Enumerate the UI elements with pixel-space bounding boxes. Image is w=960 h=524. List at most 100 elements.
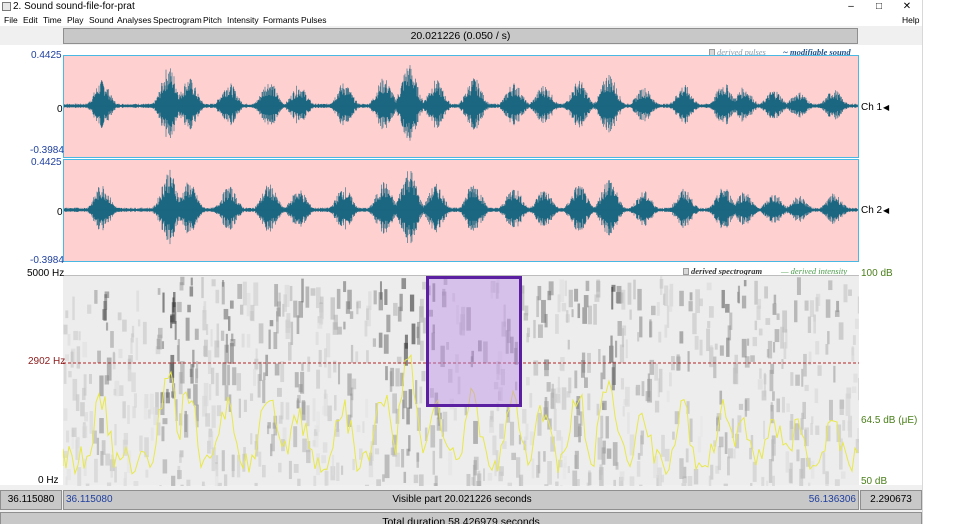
spectrogram-texture: [757, 298, 762, 309]
spectrogram-texture: [657, 378, 660, 398]
spectrogram-texture: [411, 323, 416, 345]
spectrogram-texture: [577, 426, 582, 437]
menu-analyses[interactable]: Analyses: [117, 15, 152, 25]
menu-time[interactable]: Time: [43, 15, 62, 25]
spectrogram-texture: [351, 378, 357, 390]
spectrogram-texture: [656, 302, 660, 316]
spectrogram-texture: [290, 321, 294, 346]
spectrogram-texture: [750, 482, 753, 486]
spectrogram-texture: [656, 474, 659, 486]
speaker-icon[interactable]: ◀: [883, 206, 890, 215]
spectrogram-texture: [551, 388, 556, 410]
spectrogram-texture: [659, 278, 664, 289]
spectrogram-texture: [171, 302, 177, 324]
intensity-trace: [63, 353, 859, 476]
spectrogram-texture: [432, 450, 436, 475]
spectrogram-texture: [653, 456, 659, 479]
spectrogram-texture: [408, 435, 411, 452]
menu-file[interactable]: File: [4, 15, 18, 25]
spectrogram-texture: [65, 476, 68, 486]
spectrogram-texture: [364, 485, 370, 486]
spectrogram-texture: [429, 388, 434, 398]
spectrogram-texture: [557, 294, 561, 313]
spectrogram-texture: [77, 467, 82, 486]
spectrogram-texture: [716, 416, 720, 426]
spectrogram-texture: [574, 370, 578, 389]
spectrogram-texture: [477, 340, 482, 352]
spectrogram-texture: [72, 296, 75, 321]
selection-rectangle[interactable]: [426, 276, 522, 407]
spectrogram-texture: [221, 450, 225, 472]
spectrogram-texture: [165, 392, 170, 404]
spectrogram-texture: [563, 456, 567, 469]
selection-duration-bar[interactable]: 20.021226 (0.050 / s): [63, 28, 858, 44]
spectrogram-texture: [273, 415, 278, 436]
spectrogram-texture: [418, 474, 424, 486]
spectrogram-texture: [316, 411, 320, 432]
spectrogram-texture: [651, 305, 656, 316]
spectrogram-texture: [84, 412, 88, 422]
spectrogram-texture: [851, 386, 857, 393]
maximize-button[interactable]: □: [875, 1, 883, 12]
spectrogram-texture: [553, 408, 557, 431]
spectrogram-texture: [421, 370, 426, 382]
spectrogram-texture: [679, 458, 684, 479]
spectrogram-texture: [83, 374, 87, 396]
spectrogram-texture: [629, 434, 635, 456]
spectrogram-texture: [179, 453, 182, 463]
spectrogram-texture: [390, 367, 395, 387]
spectrogram-texture: [763, 420, 766, 440]
spectrogram-texture: [498, 471, 503, 482]
menu-pitch[interactable]: Pitch: [203, 15, 222, 25]
spectrogram-texture: [211, 447, 216, 472]
visible-part-bar[interactable]: 36.115080 Visible part 20.021226 seconds…: [63, 490, 859, 510]
channel-2-waveform[interactable]: [63, 159, 859, 262]
main-drawing-area[interactable]: derived pulses ~ modifiable sound 0.4425…: [0, 45, 922, 487]
menu-help[interactable]: Help: [902, 15, 920, 25]
menu-pulses[interactable]: Pulses: [301, 15, 327, 25]
spectrogram-texture: [112, 351, 116, 364]
spectrogram-texture: [147, 409, 151, 419]
menu-formants[interactable]: Formants: [263, 15, 299, 25]
speaker-icon[interactable]: ◀: [883, 103, 890, 112]
spectrogram-texture: [71, 427, 77, 438]
spectrogram-texture: [71, 428, 74, 449]
spectrogram-texture: [239, 304, 244, 315]
spectrogram-texture: [851, 347, 855, 362]
window-start-box[interactable]: 36.115080: [0, 490, 62, 510]
spectrogram-texture: [501, 321, 507, 337]
spectrogram-texture: [782, 310, 788, 333]
window-end-box[interactable]: 2.290673: [860, 490, 922, 510]
close-button[interactable]: ✕: [902, 1, 912, 12]
spectrogram-texture: [466, 307, 471, 331]
spectrogram-texture: [800, 458, 806, 479]
spectrogram-texture: [836, 424, 842, 442]
menu-play[interactable]: Play: [67, 15, 84, 25]
spectrogram-texture: [492, 435, 497, 456]
spectrogram-texture: [457, 376, 461, 395]
spectrogram-texture: [278, 462, 282, 473]
spectrogram-texture: [625, 339, 628, 359]
spectrogram-texture: [544, 401, 549, 420]
spectrogram-texture: [104, 375, 110, 385]
menu-intensity[interactable]: Intensity: [227, 15, 259, 25]
spectrogram-texture: [593, 304, 597, 325]
menu-spectrogram[interactable]: Spectrogram: [153, 15, 202, 25]
spectrogram-texture: [383, 334, 389, 354]
spectrogram-texture: [195, 404, 199, 428]
channel-1-waveform[interactable]: [63, 55, 859, 158]
minimize-button[interactable]: –: [848, 1, 854, 12]
spectrogram-texture: [96, 437, 100, 455]
total-duration-bar[interactable]: Total duration 58.426979 seconds: [0, 512, 922, 524]
menu-edit[interactable]: Edit: [23, 15, 38, 25]
spectrogram-panel[interactable]: [63, 275, 859, 486]
spectrogram-texture: [658, 368, 663, 393]
spectrogram-texture: [833, 365, 836, 383]
spectrogram-texture: [541, 299, 546, 323]
spectrogram-texture: [750, 355, 755, 362]
spectrogram-texture: [686, 401, 690, 414]
spectrogram-texture: [203, 301, 207, 320]
menu-sound[interactable]: Sound: [89, 15, 114, 25]
spectrogram-texture: [557, 459, 563, 468]
ch1-name-label: Ch 1: [861, 102, 883, 113]
